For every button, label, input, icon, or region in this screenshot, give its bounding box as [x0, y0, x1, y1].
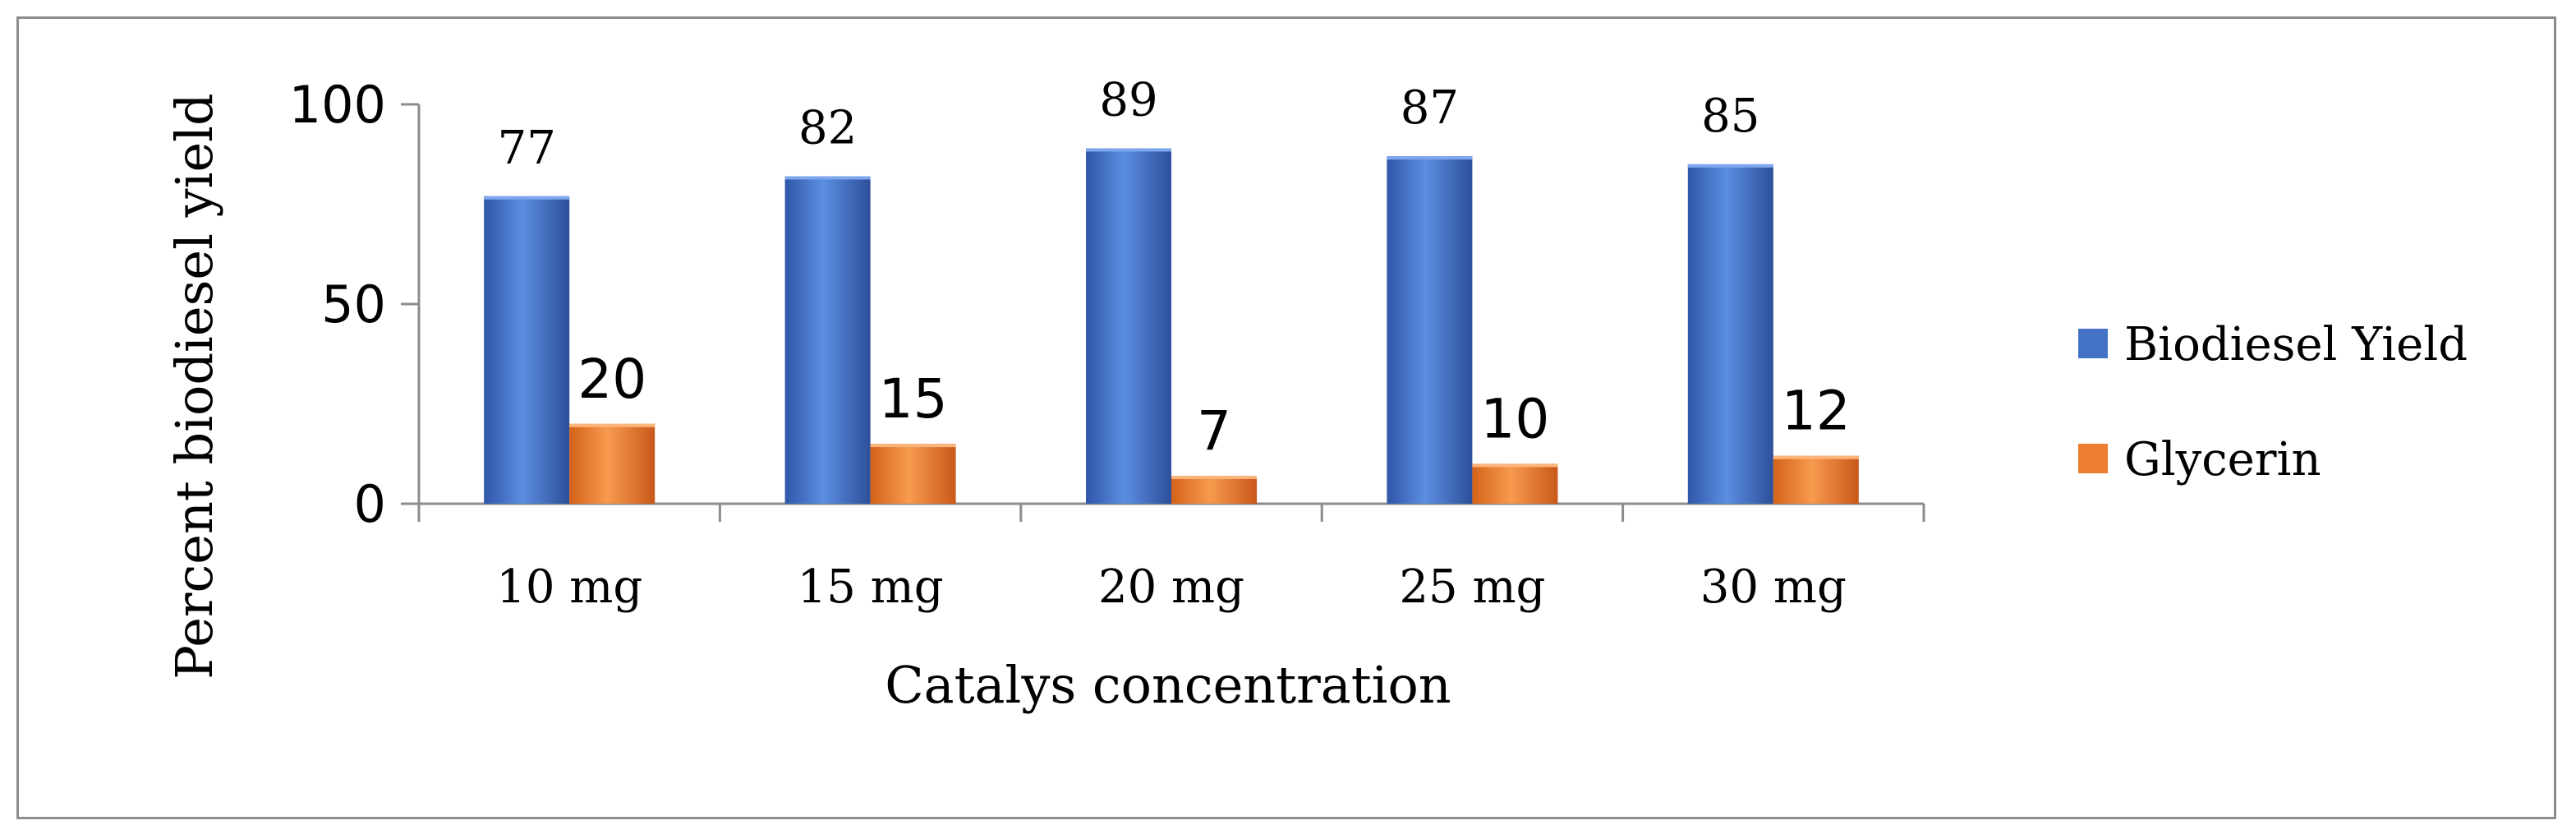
x-axis-label: Catalys concentration	[885, 655, 1451, 715]
x-tick-label: 30 mg	[1700, 560, 1847, 614]
legend: Biodiesel Yield Glycerin	[2078, 318, 2468, 486]
legend-swatch-biodiesel-yield	[2078, 329, 2108, 358]
axes: 0 50 100 10 mg 15 mg 20 mg 25 mg 30 mg	[289, 75, 1925, 614]
legend-label-glycerin: Glycerin	[2124, 433, 2321, 486]
y-tick-label: 50	[321, 274, 386, 334]
bar-glycerin-cap	[1171, 475, 1257, 479]
bar-biodiesel-yield	[1387, 156, 1473, 504]
bar-glycerin	[1472, 463, 1558, 504]
bar-glycerin-cap	[870, 444, 956, 448]
bar-biodiesel-yield-cap	[784, 176, 871, 180]
bar-glycerin	[1773, 455, 1859, 504]
x-tick-label: 15 mg	[798, 560, 944, 614]
bar-biodiesel-yield	[1086, 148, 1171, 504]
data-label-glycerin: 10	[1480, 387, 1549, 450]
bar-biodiesel-yield-cap	[484, 196, 570, 200]
bar-biodiesel-yield-cap	[1687, 164, 1773, 168]
bar-glycerin-cap	[1773, 455, 1859, 459]
data-label-biodiesel-yield: 89	[1099, 73, 1157, 127]
bar-glycerin-cap	[569, 423, 656, 427]
y-axis-label: Percent biodiesel yield	[164, 93, 224, 679]
legend-swatch-glycerin	[2078, 444, 2108, 473]
data-label-biodiesel-yield: 85	[1701, 90, 1760, 143]
bar-biodiesel-yield-cap	[1387, 156, 1473, 160]
data-label-biodiesel-yield: 82	[798, 101, 857, 154]
bar-biodiesel-yield	[1687, 164, 1773, 504]
y-tick-label: 0	[354, 474, 386, 534]
x-tick-label: 25 mg	[1399, 560, 1545, 614]
bar-glycerin	[870, 444, 956, 504]
data-labels: 77 20 82 15 89 7 87 10 85 12	[498, 73, 1851, 463]
bars	[484, 148, 1859, 505]
legend-label-biodiesel-yield: Biodiesel Yield	[2124, 318, 2468, 371]
bar-glycerin	[569, 423, 656, 504]
data-label-glycerin: 20	[577, 348, 646, 411]
y-tick-label: 100	[289, 75, 386, 135]
x-tick-label: 10 mg	[496, 560, 642, 614]
bar-biodiesel-yield	[784, 176, 871, 505]
data-label-glycerin: 12	[1782, 380, 1851, 443]
data-label-biodiesel-yield: 77	[498, 122, 556, 175]
bar-biodiesel-yield-cap	[1086, 148, 1171, 152]
bar-glycerin-cap	[1472, 463, 1558, 468]
chart-frame	[16, 16, 2556, 819]
data-label-glycerin: 7	[1197, 399, 1231, 463]
bar-biodiesel-yield	[484, 196, 570, 504]
x-tick-label: 20 mg	[1098, 560, 1244, 614]
data-label-biodiesel-yield: 87	[1401, 81, 1459, 135]
data-label-glycerin: 15	[879, 367, 948, 431]
bar-glycerin	[1171, 475, 1257, 504]
